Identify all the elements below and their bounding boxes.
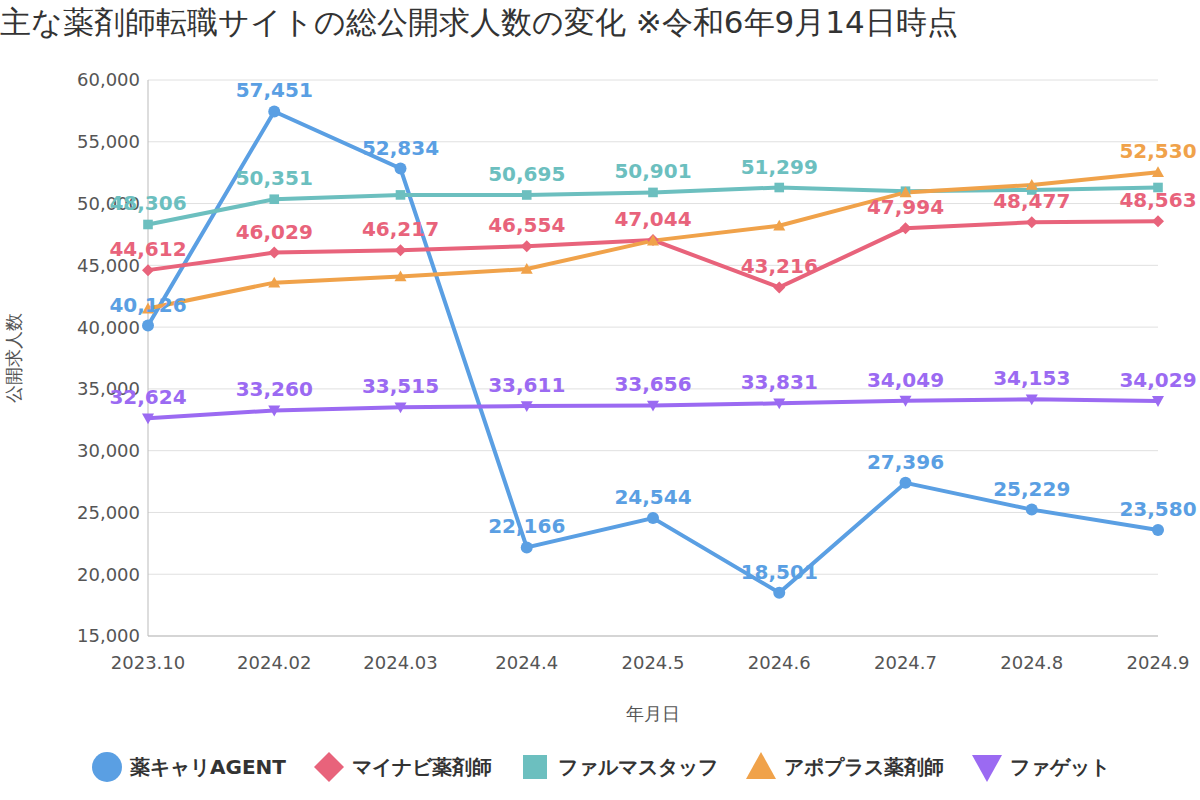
svg-text:2024.6: 2024.6 [748,652,811,673]
svg-text:2024.9: 2024.9 [1127,652,1190,673]
svg-text:2024.03: 2024.03 [363,652,437,673]
html-text:薬キャリAGENT: 薬キャリAGENT [130,754,286,779]
svg-text:25,000: 25,000 [77,502,140,523]
svg-text:55,000: 55,000 [77,131,140,152]
svg-text:50,695: 50,695 [488,162,565,186]
svg-text:50,351: 50,351 [236,166,313,190]
svg-text:48,477: 48,477 [993,189,1070,213]
svg-text:2024.7: 2024.7 [874,652,937,673]
svg-text:20,000: 20,000 [77,564,140,585]
svg-text:52,530: 52,530 [1119,139,1192,163]
svg-text:40,000: 40,000 [77,317,140,338]
html-text:ファルマスタッフ: ファルマスタッフ [558,754,718,779]
svg-text:30,000: 30,000 [77,440,140,461]
html-text:アポプラス薬剤師: アポプラス薬剤師 [784,754,944,779]
svg-text:2024.02: 2024.02 [237,652,311,673]
svg-text:34,029: 34,029 [1119,368,1192,392]
svg-text:18,501: 18,501 [741,560,818,584]
svg-text:33,515: 33,515 [362,374,439,398]
svg-text:2023.10: 2023.10 [111,652,185,673]
svg-text:60,000: 60,000 [77,69,140,90]
svg-text:44,612: 44,612 [109,237,186,261]
svg-text:33,611: 33,611 [488,373,565,397]
svg-text:46,554: 46,554 [488,213,565,237]
svg-text:33,656: 33,656 [614,372,691,396]
svg-text:46,217: 46,217 [362,217,439,241]
svg-text:40,126: 40,126 [109,293,186,317]
svg-text:2024.5: 2024.5 [622,652,685,673]
svg-text:22,166: 22,166 [488,514,565,538]
svg-text:32,624: 32,624 [109,385,186,409]
svg-text:34,153: 34,153 [993,366,1070,390]
svg-text:24,544: 24,544 [614,485,691,509]
html-text:ファゲット: ファゲット [1010,754,1110,779]
svg-text:51,299: 51,299 [741,155,818,179]
svg-text:2024.4: 2024.4 [495,652,558,673]
html-text:マイナビ薬剤師: マイナビ薬剤師 [352,754,492,779]
svg-text:33,260: 33,260 [236,377,313,401]
svg-text:公開求人数: 公開求人数 [8,313,24,403]
svg-text:2024.8: 2024.8 [1000,652,1063,673]
svg-text:47,994: 47,994 [867,195,944,219]
svg-text:50,901: 50,901 [614,159,691,183]
svg-text:33,831: 33,831 [741,370,818,394]
svg-text:27,396: 27,396 [867,450,944,474]
svg-text:48,306: 48,306 [109,191,186,215]
svg-text:23,580: 23,580 [1119,497,1192,521]
svg-text:46,029: 46,029 [236,220,313,244]
html-text:主な薬剤師転職サイトの総公開求人数の変化 ※令和6年9月14: 主な薬剤師転職サイトの総公開求人数の変化 ※令和6年9月14日時点 [0,4,958,40]
svg-text:47,044: 47,044 [614,207,691,231]
svg-text:43,216: 43,216 [741,254,818,278]
svg-text:45,000: 45,000 [77,254,140,276]
svg-text:57,451: 57,451 [236,78,313,102]
svg-text:25,229: 25,229 [993,477,1070,501]
svg-text:34,049: 34,049 [867,368,944,392]
svg-text:年月日: 年月日 [626,703,680,724]
svg-text:15,000: 15,000 [77,625,140,646]
svg-text:48,563: 48,563 [1119,188,1192,212]
svg-text:52,834: 52,834 [362,136,439,160]
